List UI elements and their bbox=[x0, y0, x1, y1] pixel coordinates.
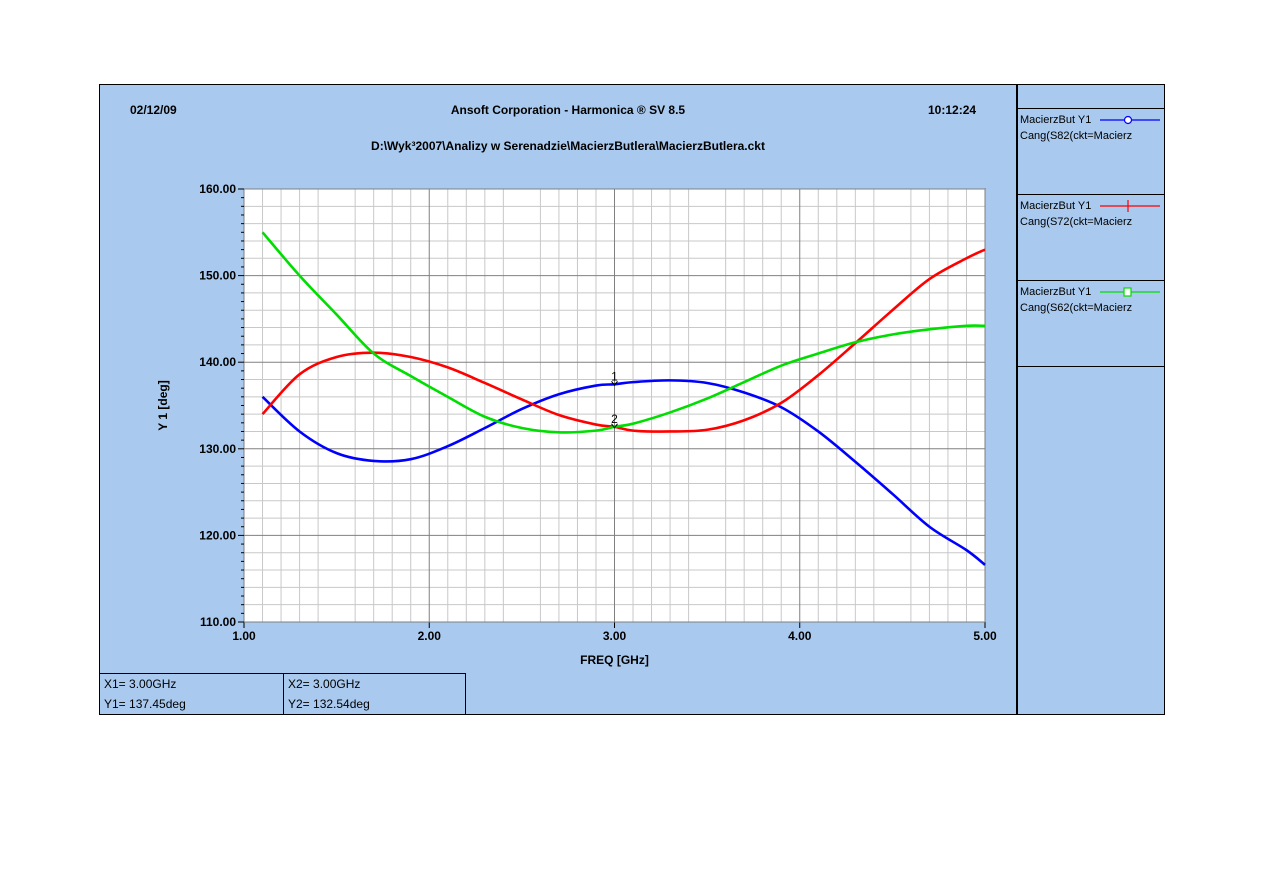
legend-entry-series: Cang(S72(ckt=Macierz bbox=[1020, 216, 1133, 228]
chart-title: Ansoft Corporation - Harmonica ® SV 8.5 bbox=[450, 103, 686, 117]
marker-2-pointer bbox=[611, 423, 618, 429]
legend-entry-s82: MacierzBut Y1 Cang(S82(ckt=Macierz bbox=[1018, 108, 1165, 194]
y-tick-label: 110.00 bbox=[200, 615, 236, 629]
legend-entry-label: MacierzBut Y1 bbox=[1020, 286, 1092, 298]
marker-2-readout: X2= 3.00GHz Y2= 132.54deg bbox=[283, 673, 466, 715]
marker-1-pointer bbox=[611, 380, 618, 387]
file-path-subtitle: D:\Wyk³2007\Analizy w Serenadzie\Macierz… bbox=[371, 139, 765, 153]
marker-1-label: 1 bbox=[611, 369, 618, 383]
series-line-s72 bbox=[261, 248, 986, 433]
legend-entry-label: MacierzBut Y1 bbox=[1020, 114, 1092, 126]
marker-1-x: X1= 3.00GHz bbox=[104, 677, 177, 691]
time-label: 10:12:24 bbox=[928, 103, 977, 117]
x-tick-label: 3.00 bbox=[603, 629, 627, 643]
x-tick-label: 4.00 bbox=[788, 629, 812, 643]
legend-entry-s72: MacierzBut Y1 Cang(S72(ckt=Macierz bbox=[1018, 194, 1165, 280]
marker-1-readout: X1= 3.00GHz Y1= 137.45deg bbox=[99, 673, 284, 715]
y-tick-label: 160.00 bbox=[199, 182, 236, 196]
legend-entry-series: Cang(S62(ckt=Macierz bbox=[1020, 302, 1133, 314]
date-label: 02/12/09 bbox=[130, 103, 177, 117]
legend-entry-s62: MacierzBut Y1 Cang(S62(ckt=Macierz bbox=[1018, 280, 1165, 367]
legend-swatch-red bbox=[1100, 200, 1160, 212]
legend-swatch-blue bbox=[1100, 115, 1160, 125]
series-line-s62 bbox=[261, 231, 986, 434]
legend-entry-label: MacierzBut Y1 bbox=[1020, 200, 1092, 212]
y-tick-label: 120.00 bbox=[199, 528, 236, 542]
marker-2-y: Y2= 132.54deg bbox=[288, 697, 370, 711]
series-line-s82 bbox=[261, 379, 986, 566]
x-tick-label: 5.00 bbox=[973, 629, 997, 643]
y-tick-label: 130.00 bbox=[199, 442, 236, 456]
y-tick-label: 140.00 bbox=[199, 355, 236, 369]
marker-2-x: X2= 3.00GHz bbox=[288, 677, 361, 691]
legend-swatch-green bbox=[1100, 287, 1160, 297]
x-tick-label: 1.00 bbox=[232, 629, 256, 643]
legend-swatches bbox=[1100, 115, 1160, 297]
legend-entry-series: Cang(S82(ckt=Macierz bbox=[1020, 130, 1133, 142]
y-axis-label: Y 1 [deg] bbox=[156, 380, 170, 430]
y-tick-label: 150.00 bbox=[199, 269, 236, 283]
legend-separator bbox=[1016, 84, 1018, 715]
x-tick-label: 2.00 bbox=[418, 629, 442, 643]
x-axis-label: FREQ [GHz] bbox=[580, 653, 649, 667]
marker-1-y: Y1= 137.45deg bbox=[104, 697, 186, 711]
marker-2-label: 2 bbox=[611, 412, 618, 426]
